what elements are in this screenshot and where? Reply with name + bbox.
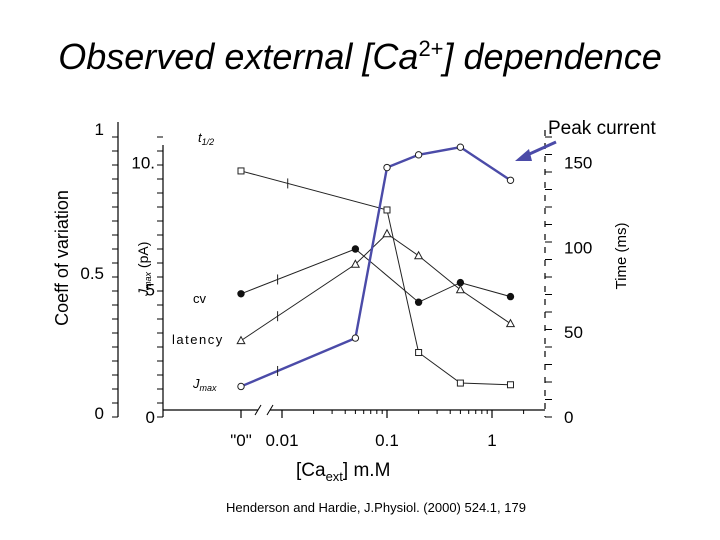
series-label-J: Jmax xyxy=(192,376,217,393)
title-suffix: ] dependence xyxy=(443,36,662,77)
chart-series-markers xyxy=(236,143,516,391)
data-point-cv xyxy=(506,292,515,301)
x-axis-break xyxy=(254,404,262,416)
data-point-cv xyxy=(351,245,360,253)
series-line-cv xyxy=(240,248,511,303)
data-point-latency xyxy=(413,250,424,260)
data-point-J xyxy=(351,334,360,342)
series-label-t: t1/2 xyxy=(198,130,214,147)
citation: Henderson and Hardie, J.Physiol. (2000) … xyxy=(226,500,526,515)
data-point-t xyxy=(456,379,464,387)
x-axis-break xyxy=(266,404,274,416)
data-point-J xyxy=(414,151,423,159)
inner-axis-tick-label: 0 xyxy=(146,408,155,427)
chart-series-lines xyxy=(240,145,512,388)
x-tick-label: "0" xyxy=(230,431,252,450)
data-point-t xyxy=(415,349,423,357)
data-point-latency xyxy=(350,259,361,268)
x-axis-label: [Caext] m.M xyxy=(296,460,390,484)
right-axis-tick-label: 150 xyxy=(564,153,592,172)
data-point-J xyxy=(237,382,245,391)
inner-axis-title: Jmax (pA) xyxy=(135,242,153,297)
data-point-J xyxy=(506,176,515,184)
data-point-latency xyxy=(236,335,246,345)
x-tick-label: 0.1 xyxy=(375,431,399,450)
outer-axis-tick-label: 0.5 xyxy=(80,264,104,283)
data-point-t xyxy=(237,167,245,175)
outer-axis-tick-label: 0 xyxy=(95,404,104,423)
data-point-latency xyxy=(505,318,516,328)
annotation-arrow-shaft xyxy=(524,140,557,158)
right-axis-tick-label: 50 xyxy=(564,323,583,342)
outer-axis-title: Coeff of variation xyxy=(52,190,72,326)
annotation-peak-current: Peak current xyxy=(548,118,656,139)
annotation-arrow-head xyxy=(515,149,532,161)
outer-axis-tick-label: 1 xyxy=(95,120,104,139)
x-tick-label: 1 xyxy=(487,431,496,450)
data-point-latency xyxy=(455,284,466,294)
inner-axis-tick-label: 5 xyxy=(146,281,155,300)
series-label-cv: cv xyxy=(193,291,207,306)
series-line-latency xyxy=(240,233,511,342)
right-axis-title: Time (ms) xyxy=(613,223,630,290)
data-point-cv xyxy=(237,290,245,298)
chart-labels: "0" 0.01 0.1 1[Caext] m.M10.5010.5015010050… xyxy=(52,118,656,484)
data-point-t xyxy=(383,206,391,214)
title-prefix: Observed external [Ca xyxy=(58,36,419,77)
right-axis-tick-label: 100 xyxy=(564,238,592,257)
inner-axis-tick-label: 10. xyxy=(131,153,155,172)
x-tick-label: 0.01 xyxy=(265,431,298,450)
slide-title: Observed external [Ca2+] dependence xyxy=(0,36,720,78)
data-point-latency xyxy=(382,228,392,238)
data-point-cv xyxy=(414,298,423,306)
chart-axes xyxy=(112,122,552,418)
series-line-J xyxy=(240,145,512,388)
data-point-J xyxy=(456,143,465,151)
right-axis-tick-label: 0 xyxy=(564,408,573,427)
series-label-latency: latency xyxy=(172,332,224,347)
data-point-t xyxy=(506,381,514,389)
title-superscript: 2+ xyxy=(418,36,444,61)
data-point-J xyxy=(383,163,391,172)
